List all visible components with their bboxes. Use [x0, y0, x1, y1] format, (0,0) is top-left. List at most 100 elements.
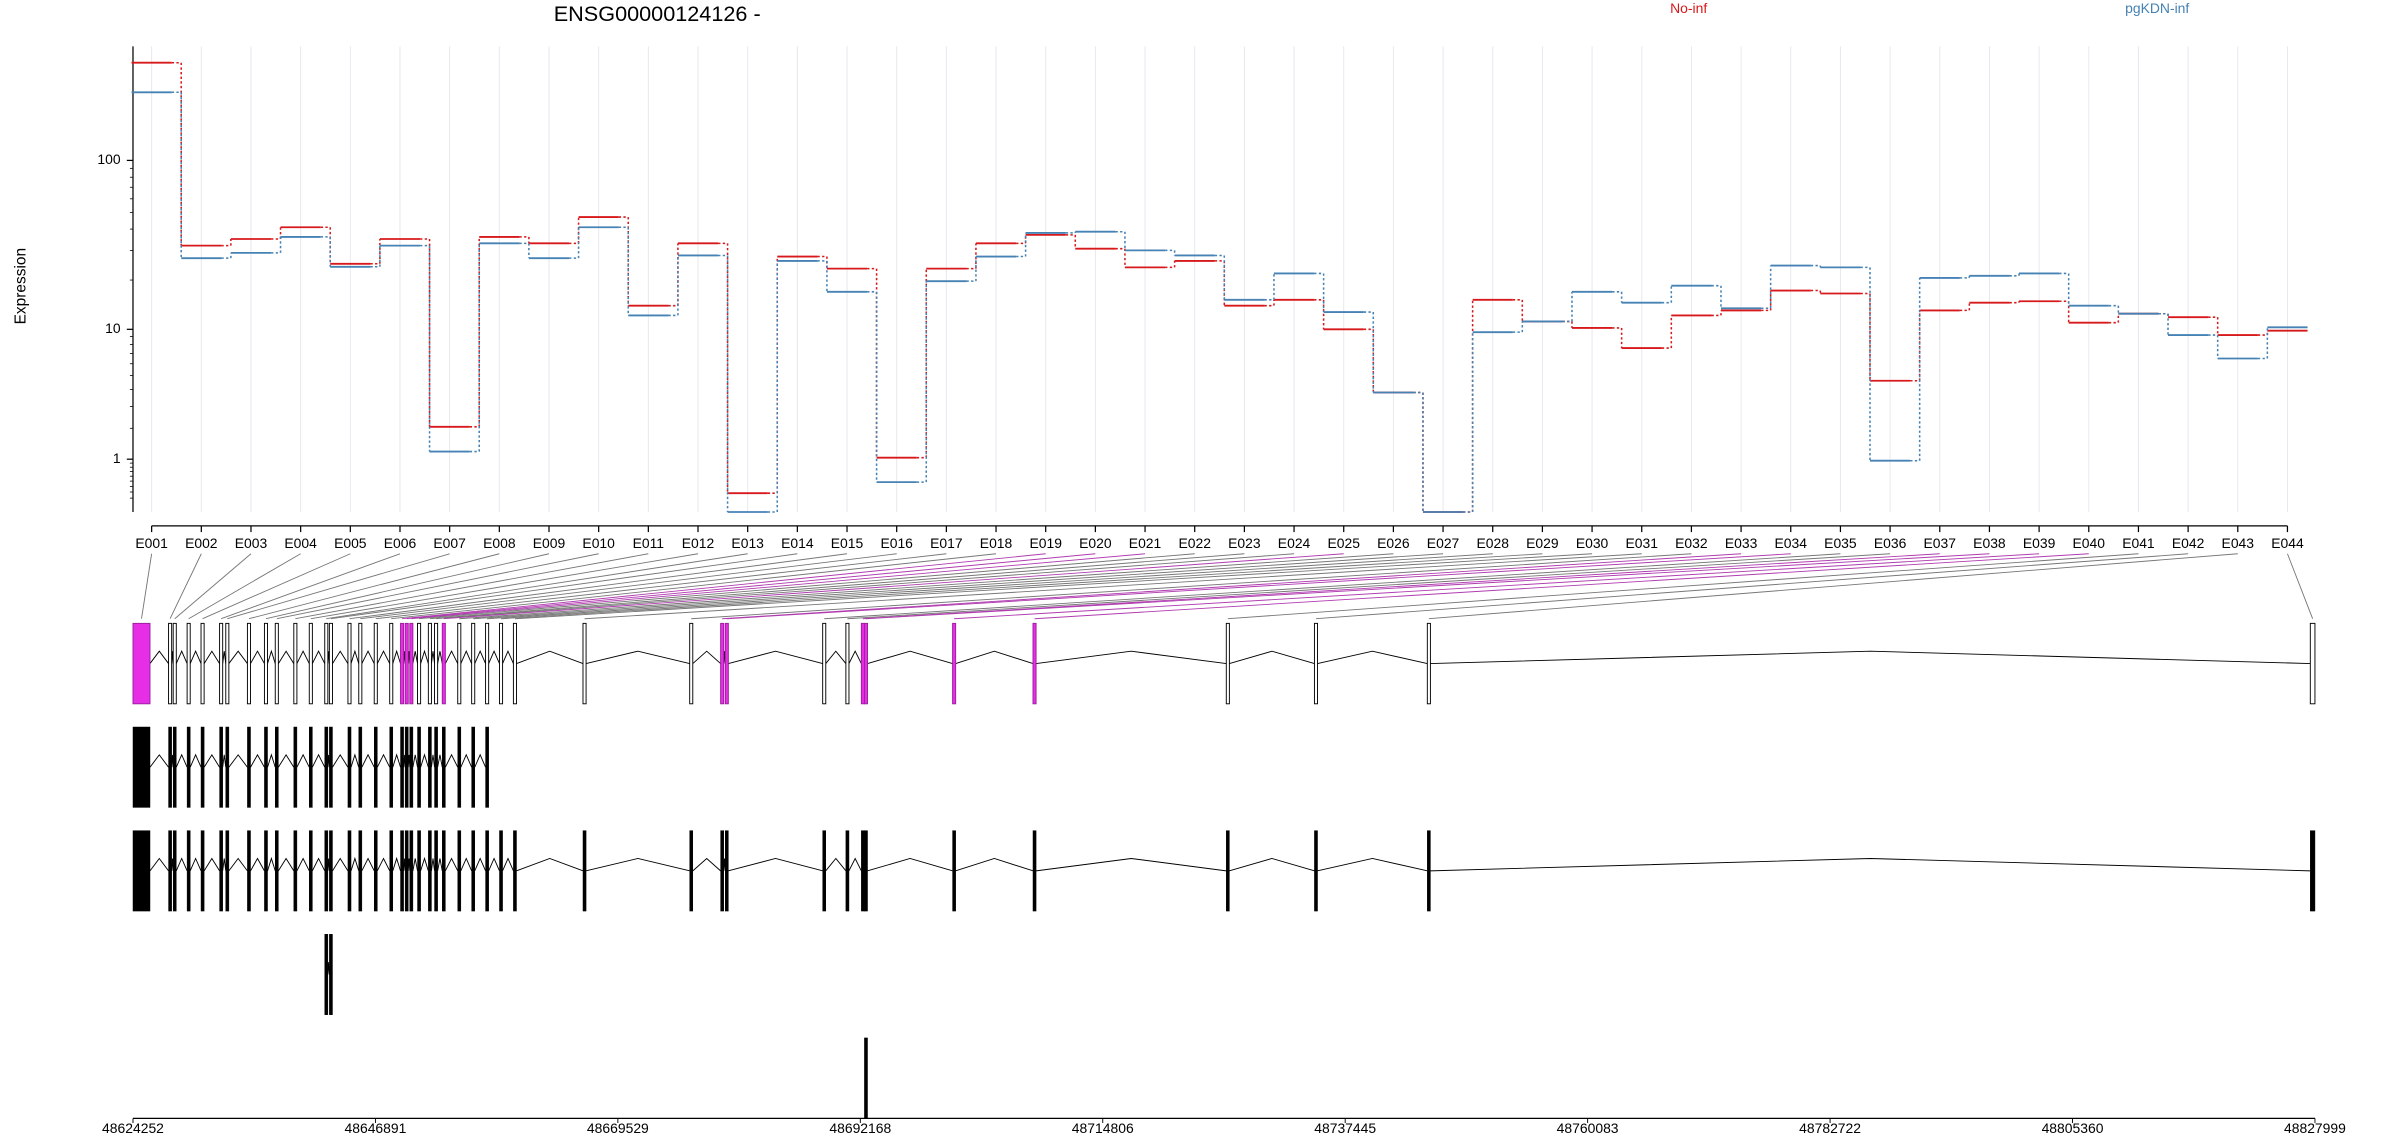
- exon: [329, 830, 333, 912]
- exon: [389, 622, 394, 705]
- intron: [189, 857, 202, 872]
- x-tick-label: E025: [1327, 535, 1360, 551]
- exon: [309, 726, 313, 808]
- exon: [168, 622, 173, 705]
- intron: [585, 858, 690, 872]
- exon: [1427, 830, 1431, 912]
- exon-link: [1227, 553, 2139, 620]
- x-tick-label: E010: [582, 535, 615, 551]
- exon-link: [188, 553, 301, 620]
- genome-tick-label: 48782722: [1799, 1120, 1861, 1136]
- exon: [309, 830, 313, 912]
- exon: [582, 830, 587, 912]
- legend-entry: No-inf: [1670, 0, 1707, 16]
- exon: [2309, 622, 2316, 705]
- intron: [350, 753, 360, 768]
- exon: [512, 622, 517, 705]
- intron: [825, 650, 847, 664]
- intron: [728, 858, 823, 872]
- x-tick-label: E018: [980, 535, 1013, 551]
- exon: [225, 726, 230, 808]
- intron: [392, 753, 401, 768]
- exon: [434, 726, 438, 808]
- exon: [417, 830, 421, 912]
- exon: [724, 622, 729, 705]
- exon: [200, 726, 205, 808]
- exon: [457, 830, 462, 912]
- x-tick-label: E040: [2073, 535, 2106, 551]
- intron: [723, 858, 726, 871]
- exon: [689, 622, 694, 705]
- genome-tick-label: 48805360: [2042, 1120, 2104, 1136]
- intron: [267, 856, 276, 871]
- exon: [219, 830, 223, 912]
- exon: [442, 726, 446, 808]
- exon: [389, 726, 394, 808]
- exon: [1226, 830, 1230, 912]
- intron: [332, 857, 349, 872]
- exon: [485, 622, 490, 705]
- exon: [132, 622, 151, 705]
- exon-link: [865, 553, 1990, 620]
- intron: [728, 650, 823, 665]
- exon: [389, 830, 394, 912]
- x-tick-label: E037: [1924, 535, 1957, 551]
- exon: [822, 622, 827, 705]
- intron: [430, 858, 435, 871]
- exon: [861, 830, 865, 912]
- x-tick-label: E022: [1178, 535, 1211, 551]
- intron: [228, 857, 248, 872]
- exon: [246, 622, 251, 705]
- intron: [361, 753, 375, 768]
- intron: [444, 753, 459, 768]
- exon-link: [360, 553, 897, 620]
- exon: [247, 830, 251, 912]
- exon-link: [1034, 553, 2089, 620]
- x-tick-label: E027: [1427, 535, 1460, 551]
- exon: [434, 830, 438, 912]
- x-tick-label: E033: [1725, 535, 1758, 551]
- intron: [444, 857, 459, 872]
- chart-title: ENSG00000124126 -: [554, 1, 761, 26]
- exon: [404, 622, 409, 705]
- exon-link: [862, 553, 1940, 620]
- intron: [296, 857, 310, 872]
- intron: [1036, 650, 1227, 665]
- intron: [437, 754, 443, 768]
- intron: [460, 753, 473, 768]
- exon: [404, 830, 409, 912]
- x-tick-label: E007: [433, 535, 466, 551]
- exon: [400, 622, 405, 705]
- y-tick-label: 1: [113, 450, 121, 466]
- exon-link: [722, 553, 1742, 620]
- exon-link: [402, 553, 1046, 620]
- intron: [332, 753, 349, 768]
- intron: [222, 858, 227, 871]
- intron: [361, 857, 375, 872]
- genome-tick-label: 48692168: [829, 1120, 891, 1136]
- x-tick-label: E044: [2271, 535, 2304, 551]
- exon: [1426, 622, 1431, 705]
- intron: [420, 856, 429, 871]
- x-tick-label: E026: [1377, 535, 1410, 551]
- exon-link: [202, 553, 351, 620]
- intron: [1317, 650, 1428, 665]
- x-tick-label: E043: [2222, 535, 2255, 551]
- intron: [203, 753, 220, 768]
- genome-tick-label: 48624252: [102, 1120, 164, 1136]
- exon: [417, 622, 422, 705]
- intron: [175, 753, 188, 768]
- x-tick-label: E011: [633, 535, 665, 551]
- exon: [400, 726, 404, 808]
- exon: [417, 726, 421, 808]
- exon-link: [436, 553, 1295, 620]
- x-tick-label: E014: [781, 535, 814, 551]
- x-tick-label: E009: [533, 535, 566, 551]
- intron: [444, 650, 459, 664]
- exon: [308, 622, 313, 705]
- exon: [471, 726, 475, 808]
- exon-link: [824, 553, 1841, 620]
- x-tick-label: E029: [1526, 535, 1559, 551]
